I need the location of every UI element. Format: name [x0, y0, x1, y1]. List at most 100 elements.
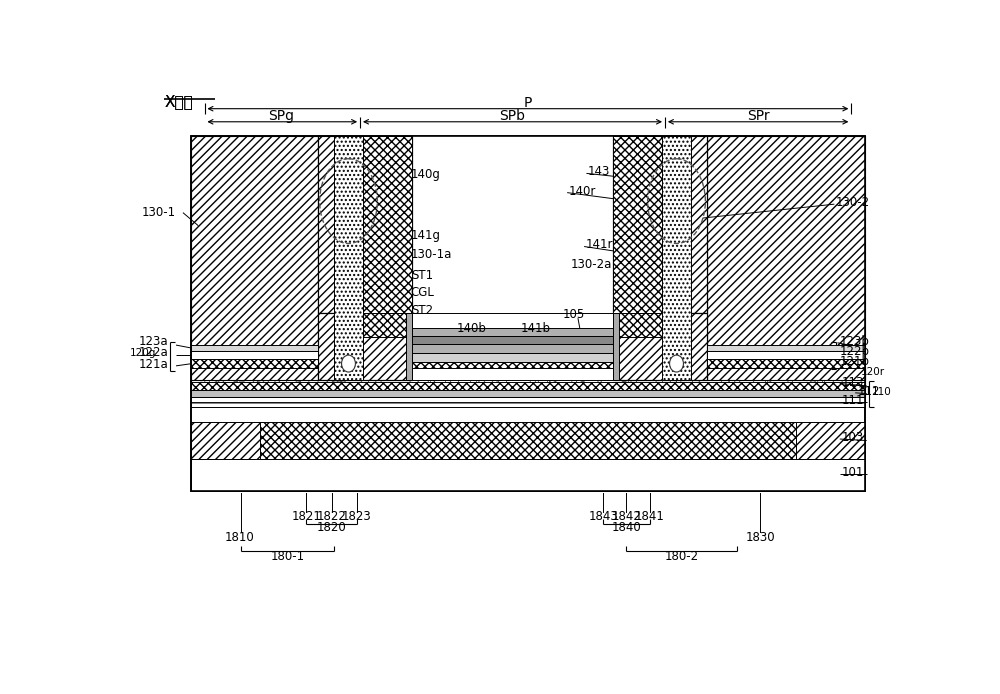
Ellipse shape: [751, 391, 757, 397]
Ellipse shape: [391, 384, 400, 389]
Ellipse shape: [279, 384, 285, 397]
Text: CGL: CGL: [411, 286, 435, 299]
Ellipse shape: [508, 369, 516, 376]
Ellipse shape: [538, 376, 548, 387]
Ellipse shape: [797, 371, 805, 380]
Bar: [406, 313, 412, 380]
Ellipse shape: [255, 374, 264, 381]
Bar: [662, 135, 691, 380]
Bar: [412, 353, 613, 362]
Bar: [334, 135, 363, 380]
Ellipse shape: [263, 388, 271, 395]
Ellipse shape: [342, 355, 355, 372]
Text: 1823: 1823: [342, 510, 372, 523]
Ellipse shape: [806, 382, 813, 394]
Text: 141r: 141r: [586, 239, 613, 251]
Ellipse shape: [347, 389, 356, 402]
Ellipse shape: [657, 383, 668, 391]
Ellipse shape: [296, 385, 308, 393]
Text: 1810: 1810: [224, 531, 254, 544]
Text: 1830: 1830: [746, 531, 775, 544]
Ellipse shape: [768, 381, 777, 391]
Ellipse shape: [233, 382, 239, 388]
Ellipse shape: [280, 378, 287, 389]
Ellipse shape: [798, 389, 803, 398]
Ellipse shape: [209, 376, 220, 383]
Bar: [191, 135, 318, 380]
Ellipse shape: [497, 390, 504, 400]
Ellipse shape: [818, 378, 822, 387]
Text: 120r: 120r: [861, 367, 885, 377]
Text: 141g: 141g: [411, 229, 441, 242]
Ellipse shape: [253, 380, 258, 386]
Ellipse shape: [693, 378, 701, 390]
Ellipse shape: [637, 382, 648, 390]
Text: 143: 143: [588, 165, 610, 178]
Ellipse shape: [665, 388, 674, 396]
Ellipse shape: [548, 380, 557, 391]
Ellipse shape: [263, 376, 269, 382]
Text: 130-1a: 130-1a: [411, 248, 452, 261]
Ellipse shape: [508, 386, 515, 396]
Ellipse shape: [787, 380, 792, 387]
Ellipse shape: [644, 387, 650, 394]
Bar: [191, 359, 318, 369]
Bar: [363, 313, 412, 337]
Ellipse shape: [466, 371, 473, 376]
Ellipse shape: [205, 380, 215, 387]
Ellipse shape: [850, 369, 858, 378]
Ellipse shape: [578, 373, 586, 382]
Ellipse shape: [241, 387, 250, 394]
Text: 1842: 1842: [612, 510, 641, 523]
Text: SPb: SPb: [500, 110, 526, 124]
Ellipse shape: [752, 370, 759, 377]
Ellipse shape: [664, 367, 670, 375]
Ellipse shape: [809, 381, 816, 387]
Text: 123a: 123a: [139, 335, 169, 348]
Ellipse shape: [530, 377, 536, 385]
Ellipse shape: [318, 379, 328, 387]
Ellipse shape: [479, 380, 485, 386]
Text: ST2: ST2: [411, 304, 433, 317]
Ellipse shape: [465, 392, 472, 400]
Ellipse shape: [245, 372, 250, 376]
Ellipse shape: [239, 371, 249, 381]
Bar: [613, 135, 662, 313]
Bar: [191, 369, 865, 398]
Ellipse shape: [833, 378, 842, 387]
Text: 103: 103: [842, 431, 864, 444]
Ellipse shape: [620, 373, 629, 382]
Ellipse shape: [376, 367, 383, 378]
Text: 130-1: 130-1: [141, 206, 175, 219]
Ellipse shape: [482, 371, 489, 375]
Bar: [412, 336, 613, 344]
Ellipse shape: [212, 378, 222, 389]
Ellipse shape: [743, 365, 749, 375]
Bar: [412, 328, 613, 336]
Text: X區域: X區域: [164, 94, 193, 109]
Ellipse shape: [602, 372, 614, 380]
Ellipse shape: [450, 371, 460, 377]
Ellipse shape: [831, 365, 839, 377]
Ellipse shape: [571, 389, 579, 397]
Bar: [707, 351, 865, 359]
Bar: [412, 313, 613, 380]
Ellipse shape: [383, 370, 395, 375]
Ellipse shape: [217, 373, 225, 382]
Ellipse shape: [753, 376, 765, 385]
Text: 120g: 120g: [130, 348, 156, 358]
Text: ST1: ST1: [411, 269, 433, 282]
Ellipse shape: [572, 375, 577, 384]
Text: 113: 113: [842, 375, 864, 389]
Bar: [412, 135, 613, 313]
Ellipse shape: [293, 382, 304, 391]
Ellipse shape: [525, 384, 533, 393]
Text: 130-2: 130-2: [836, 196, 870, 209]
Ellipse shape: [839, 391, 848, 398]
Ellipse shape: [280, 393, 289, 397]
Bar: [191, 351, 318, 359]
Text: 122b: 122b: [840, 345, 870, 357]
Ellipse shape: [795, 389, 801, 394]
Bar: [191, 382, 865, 390]
Ellipse shape: [849, 387, 859, 396]
